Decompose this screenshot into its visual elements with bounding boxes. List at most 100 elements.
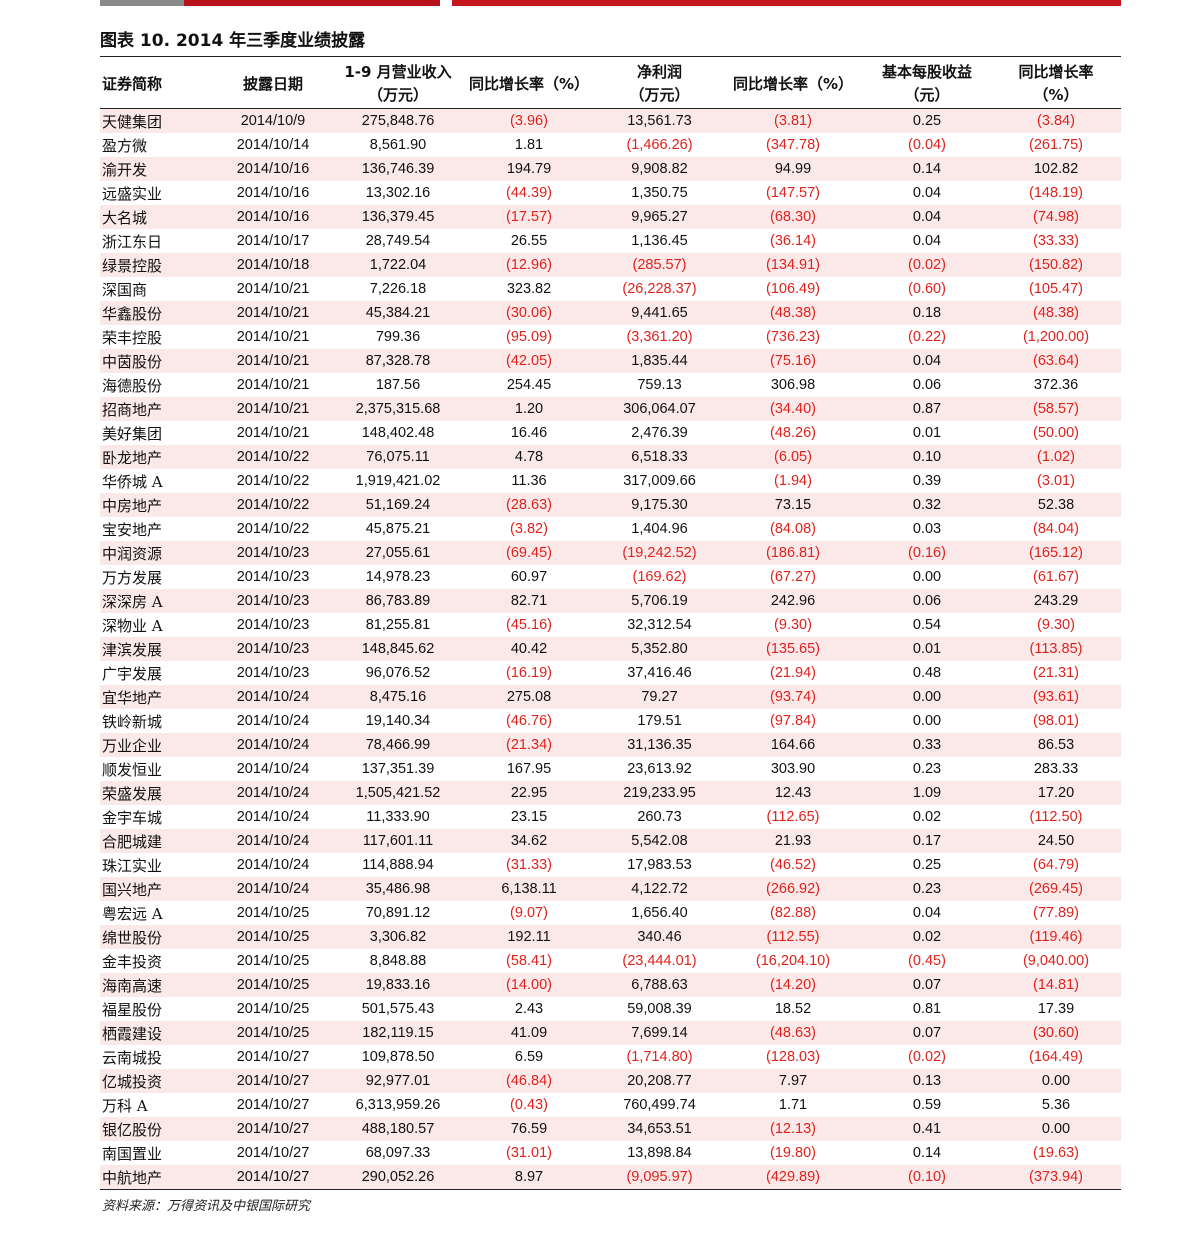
column-header-text: 同比增长率（%） bbox=[732, 74, 854, 93]
table-cell: 28,749.54 bbox=[334, 229, 462, 253]
security-name-cell: 招商地产 bbox=[100, 397, 212, 421]
table-row: 津滨发展 2014/10/23 148,845.62 40.42 5,352.80 (13… bbox=[100, 637, 1121, 661]
table-cell: 18.52 bbox=[723, 997, 863, 1021]
table-cell: 22.95 bbox=[462, 781, 596, 805]
table-cell: 2014/10/24 bbox=[212, 853, 334, 877]
table-cell: 2.43 bbox=[462, 997, 596, 1021]
table-row: 美好集团 2014/10/21 148,402.48 16.46 2,476.39 (48… bbox=[100, 421, 1121, 445]
table-cell: (1,200.00) bbox=[991, 325, 1121, 349]
table-cell: 0.23 bbox=[863, 757, 991, 781]
table-cell: 0.00 bbox=[863, 565, 991, 589]
table-cell: (19.80) bbox=[723, 1141, 863, 1165]
table-cell: (3.82) bbox=[462, 517, 596, 541]
security-name-cell: 盈方微 bbox=[100, 133, 212, 157]
table-cell: 13,302.16 bbox=[334, 181, 462, 205]
table-cell: (16.19) bbox=[462, 661, 596, 685]
table-row: 珠江实业 2014/10/24 114,888.94 (31.33) 17,983.53… bbox=[100, 853, 1121, 877]
accent-segment-red-long bbox=[452, 0, 1121, 6]
column-header-1: 披露日期 bbox=[212, 60, 334, 109]
table-cell: 8,475.16 bbox=[334, 685, 462, 709]
table-cell: 2014/10/21 bbox=[212, 397, 334, 421]
table-cell: 2014/10/24 bbox=[212, 757, 334, 781]
table-cell: (6.05) bbox=[723, 445, 863, 469]
column-header-text: 同比增长率（%） bbox=[468, 74, 590, 93]
table-cell: 254.45 bbox=[462, 373, 596, 397]
table-cell: (30.06) bbox=[462, 301, 596, 325]
table-cell: (261.75) bbox=[991, 133, 1121, 157]
column-header-5: 同比增长率（%） bbox=[723, 60, 863, 109]
table-cell: 9,908.82 bbox=[596, 157, 723, 181]
table-cell: 73.15 bbox=[723, 493, 863, 517]
security-name-cell: 中茵股份 bbox=[100, 349, 212, 373]
table-cell: 2014/10/22 bbox=[212, 469, 334, 493]
table-cell: (63.64) bbox=[991, 349, 1121, 373]
table-cell: (113.85) bbox=[991, 637, 1121, 661]
table-cell: 0.02 bbox=[863, 925, 991, 949]
table-row: 华侨城 A 2014/10/22 1,919,421.02 11.36 317,009.… bbox=[100, 469, 1121, 493]
security-name-cell: 银亿股份 bbox=[100, 1117, 212, 1141]
table-cell: (75.16) bbox=[723, 349, 863, 373]
table-cell: 2014/10/27 bbox=[212, 1045, 334, 1069]
table-row: 宜华地产 2014/10/24 8,475.16 275.08 79.27 (93.74)… bbox=[100, 685, 1121, 709]
table-cell: (9,095.97) bbox=[596, 1165, 723, 1189]
table-cell: 0.04 bbox=[863, 181, 991, 205]
table-cell: (67.27) bbox=[723, 565, 863, 589]
table-cell: (169.62) bbox=[596, 565, 723, 589]
table-cell: 2014/10/24 bbox=[212, 685, 334, 709]
security-name-cell: 万业企业 bbox=[100, 733, 212, 757]
table-cell: 372.36 bbox=[991, 373, 1121, 397]
table-row: 亿城投资 2014/10/27 92,977.01 (46.84) 20,208.77 7… bbox=[100, 1069, 1121, 1093]
column-header-text: 1-9 月营业收入 bbox=[344, 63, 452, 81]
table-cell: (48.63) bbox=[723, 1021, 863, 1045]
table-cell: 1.09 bbox=[863, 781, 991, 805]
table-row: 银亿股份 2014/10/27 488,180.57 76.59 34,653.51 (1… bbox=[100, 1117, 1121, 1141]
table-cell: (0.60) bbox=[863, 277, 991, 301]
table-cell: (3,361.20) bbox=[596, 325, 723, 349]
security-name-cell: 宜华地产 bbox=[100, 685, 212, 709]
table-cell: (128.03) bbox=[723, 1045, 863, 1069]
table-cell: 68,097.33 bbox=[334, 1141, 462, 1165]
table-cell: 13,898.84 bbox=[596, 1141, 723, 1165]
security-name-cell: 美好集团 bbox=[100, 421, 212, 445]
table-cell: 79.27 bbox=[596, 685, 723, 709]
table-cell: 35,486.98 bbox=[334, 877, 462, 901]
table-cell: 0.33 bbox=[863, 733, 991, 757]
table-cell: 117,601.11 bbox=[334, 829, 462, 853]
security-name-cell: 中房地产 bbox=[100, 493, 212, 517]
table-cell: 7,226.18 bbox=[334, 277, 462, 301]
table-cell: 32,312.54 bbox=[596, 613, 723, 637]
table-cell: 17,983.53 bbox=[596, 853, 723, 877]
table-cell: (429.89) bbox=[723, 1165, 863, 1189]
table-cell: 96,076.52 bbox=[334, 661, 462, 685]
table-cell: 2014/10/22 bbox=[212, 493, 334, 517]
table-row: 万业企业 2014/10/24 78,466.99 (21.34) 31,136.35 1… bbox=[100, 733, 1121, 757]
column-header-text: （万元） bbox=[367, 86, 428, 104]
table-cell: 275,848.76 bbox=[334, 108, 462, 133]
table-cell: (48.38) bbox=[723, 301, 863, 325]
security-name-cell: 荣丰控股 bbox=[100, 325, 212, 349]
table-cell: 0.00 bbox=[863, 709, 991, 733]
table-cell: 194.79 bbox=[462, 157, 596, 181]
table-cell: (84.04) bbox=[991, 517, 1121, 541]
table-cell: 303.90 bbox=[723, 757, 863, 781]
table-cell: 109,878.50 bbox=[334, 1045, 462, 1069]
security-name-cell: 绿景控股 bbox=[100, 253, 212, 277]
security-name-cell: 宝安地产 bbox=[100, 517, 212, 541]
table-cell: (14.81) bbox=[991, 973, 1121, 997]
table-row: 华鑫股份 2014/10/21 45,384.21 (30.06) 9,441.65 (4… bbox=[100, 301, 1121, 325]
table-cell: 0.04 bbox=[863, 229, 991, 253]
table-cell: (0.02) bbox=[863, 253, 991, 277]
table-cell: (50.00) bbox=[991, 421, 1121, 445]
table-cell: 0.18 bbox=[863, 301, 991, 325]
table-cell: 26.55 bbox=[462, 229, 596, 253]
bottom-rule bbox=[100, 1189, 1121, 1190]
table-cell: 0.04 bbox=[863, 205, 991, 229]
security-name-cell: 合肥城建 bbox=[100, 829, 212, 853]
table-row: 盈方微 2014/10/14 8,561.90 1.81 (1,466.26) (347.… bbox=[100, 133, 1121, 157]
table-cell: 2014/10/16 bbox=[212, 157, 334, 181]
table-row: 深国商 2014/10/21 7,226.18 323.82 (26,228.37) (1… bbox=[100, 277, 1121, 301]
table-cell: 19,833.16 bbox=[334, 973, 462, 997]
table-cell: 11.36 bbox=[462, 469, 596, 493]
table-cell: 2014/10/17 bbox=[212, 229, 334, 253]
table-cell: (9.30) bbox=[991, 613, 1121, 637]
